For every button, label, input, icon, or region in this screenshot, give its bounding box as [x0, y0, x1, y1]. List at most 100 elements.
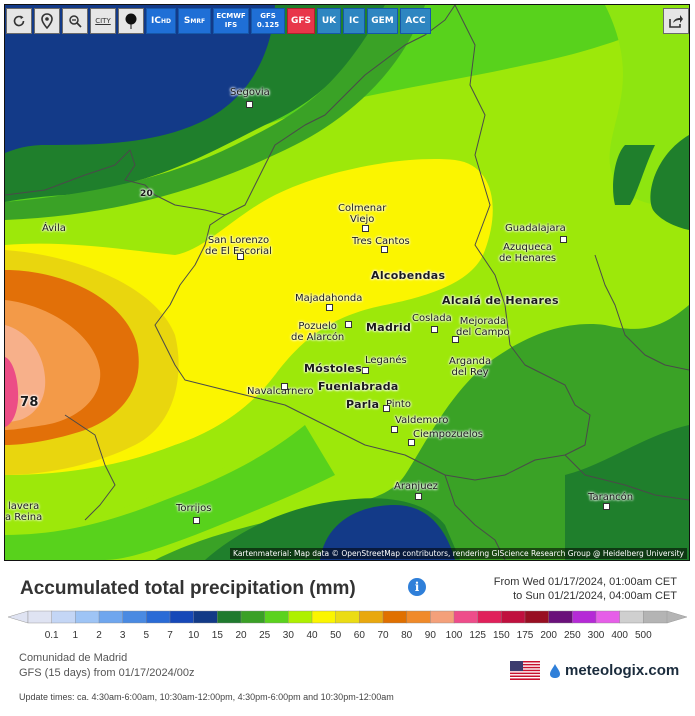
legend-swatch	[406, 610, 431, 624]
legend-tick-label: 400	[611, 630, 628, 641]
city-marker	[415, 493, 422, 500]
legend-swatch	[27, 610, 53, 624]
map-attribution: Kartenmaterial: Map data © OpenStreetMap…	[230, 548, 687, 559]
legend-tick-label: 60	[353, 630, 365, 641]
model-acc-button[interactable]: ACC	[400, 8, 431, 34]
city-marker	[246, 101, 253, 108]
legend-swatch	[335, 610, 360, 624]
region-name: Comunidad de Madrid	[19, 652, 128, 664]
legend-tick-label: 0.1	[44, 630, 59, 641]
legend-ticks: 0.1 1 2 3 5 7 10 15 20 25 30 40 50 60 70 80 90 100 125 150 1…	[0, 630, 695, 644]
legend-swatch	[524, 610, 550, 624]
model-ichd-button[interactable]: IC HD	[146, 8, 176, 34]
model-ecmwf-button[interactable]: ECMWF IFS	[213, 8, 249, 34]
legend-swatch	[548, 610, 573, 624]
share-button[interactable]	[663, 8, 689, 34]
city-marker	[381, 246, 388, 253]
legend-tick-label: 100	[445, 630, 463, 641]
city-label: San Lorenzo de El Escorial	[205, 235, 272, 257]
model-smrf-button[interactable]: S MRF	[178, 8, 211, 34]
legend-arrow-right	[666, 610, 688, 624]
city-label: Valdemoro	[395, 415, 449, 426]
city-marker	[193, 517, 200, 524]
model-gfs0125-button[interactable]: GFS 0.125	[251, 8, 285, 34]
city-marker	[362, 225, 369, 232]
zoom-out-icon	[69, 15, 82, 28]
legend-swatch	[619, 610, 644, 624]
precipitation-contours	[5, 5, 689, 560]
city-label: Leganés	[365, 355, 407, 366]
legend-tick-label: 300	[587, 630, 605, 641]
model-gem-button[interactable]: GEM	[367, 8, 398, 34]
model-smrf-sub: MRF	[190, 17, 206, 25]
us-flag-icon[interactable]	[510, 661, 540, 680]
legend-tick-label: 200	[540, 630, 557, 641]
city-marker	[408, 439, 415, 446]
location-button[interactable]	[34, 8, 60, 34]
marker-toggle-button[interactable]	[118, 8, 144, 34]
city-label: Azuqueca de Henares	[499, 242, 557, 264]
city-label: Colmenar Viejo	[338, 203, 387, 225]
model-uk-button[interactable]: UK	[317, 8, 341, 34]
city-label: lavera a Reina	[5, 501, 43, 523]
city-marker	[345, 321, 352, 328]
legend-tick-label: 20	[235, 630, 247, 641]
model-ic-button[interactable]: IC	[343, 8, 365, 34]
model-run: GFS (15 days) from 01/17/2024/00z	[19, 667, 195, 679]
legend-tick-label: 50	[330, 630, 342, 641]
legend-tick-label: 150	[492, 630, 510, 641]
legend-tick-label: 25	[259, 630, 271, 641]
legend-swatch	[51, 610, 76, 624]
legend-swatch	[217, 610, 242, 624]
time-range: From Wed 01/17/2024, 01:00am CET to Sun …	[494, 575, 677, 603]
city-label: Parla	[346, 398, 380, 411]
meta-info: Comunidad de Madrid GFS (15 days) from 0…	[19, 651, 194, 681]
time-range-to: to Sun 01/21/2024, 04:00am CET	[513, 590, 677, 602]
city-label: Coslada	[412, 313, 452, 324]
refresh-button[interactable]	[6, 8, 32, 34]
city-label: Pozuelo de Alarcón	[291, 321, 345, 343]
legend-tick-label: 3	[119, 630, 126, 641]
city-label: Tres Cantos	[352, 236, 410, 247]
city-marker	[431, 326, 438, 333]
city-label: Alcobendas	[371, 269, 446, 282]
model-gfs-button[interactable]: GFS	[287, 8, 315, 34]
model-gfs0125-sub: 0.125	[256, 21, 280, 29]
legend-swatch	[359, 610, 384, 624]
city-marker	[281, 383, 288, 390]
city-marker	[383, 405, 390, 412]
precipitation-map[interactable]: 20 78 Segovia Ávila San Lorenzo de El Escor…	[4, 4, 690, 561]
zoom-out-button[interactable]	[62, 8, 88, 34]
color-legend	[7, 610, 688, 624]
legend-swatch	[146, 610, 171, 624]
legend-tick-label: 70	[377, 630, 389, 641]
legend-tick-label: 80	[401, 630, 413, 641]
marker-pin-icon	[125, 13, 137, 29]
city-toggle-button[interactable]: CITY	[90, 8, 116, 34]
brand-name: meteologix.com	[565, 662, 680, 679]
city-label: Tarancón	[588, 492, 634, 503]
legend-swatch	[595, 610, 621, 624]
legend-tick-label: 1	[72, 630, 79, 641]
model-ichd-main: IC	[151, 15, 161, 26]
brand-logo[interactable]: meteologix.com	[548, 662, 679, 679]
model-ecmwf-sub: IFS	[224, 21, 238, 29]
city-label: Torrijos	[176, 503, 212, 514]
city-label: Guadalajara	[505, 223, 566, 234]
info-icon[interactable]: i	[408, 578, 426, 596]
legend-arrow-left	[7, 610, 29, 624]
share-icon	[669, 15, 683, 28]
legend-swatch	[311, 610, 337, 624]
map-toolbar: CITY IC HD S MRF ECMWF IFS GFS 0.125 GFS U…	[6, 8, 431, 34]
legend-tick-label: 2	[96, 630, 102, 641]
legend-swatch	[193, 610, 218, 624]
legend-tick-label: 175	[516, 630, 534, 641]
refresh-icon	[13, 15, 25, 27]
legend-swatch	[453, 610, 479, 624]
city-marker	[603, 503, 610, 510]
time-range-from: From Wed 01/17/2024, 01:00am CET	[493, 576, 677, 588]
update-times: Update times: ca. 4:30am-6:00am, 10:30am…	[19, 692, 394, 702]
city-marker	[560, 236, 567, 243]
legend-tick-label: 7	[167, 630, 173, 641]
model-gfs0125-main: GFS	[260, 12, 276, 20]
